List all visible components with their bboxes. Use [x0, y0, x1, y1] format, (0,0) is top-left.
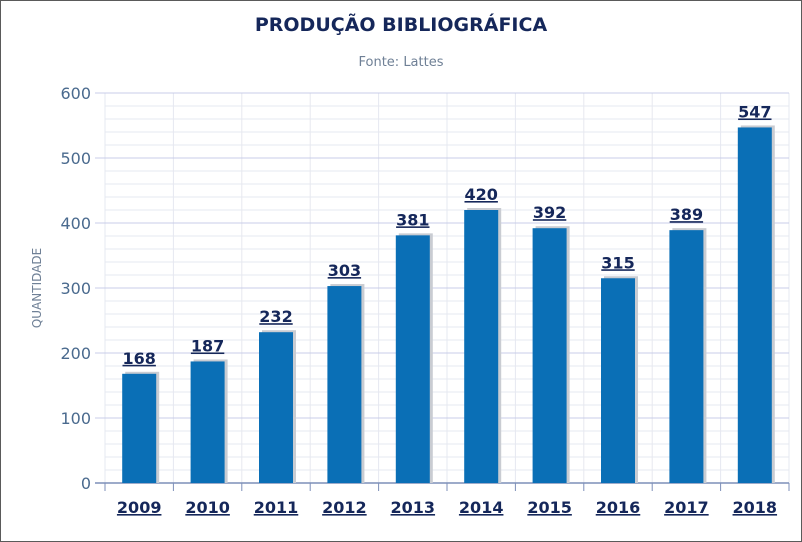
- x-tick-label: 2015: [527, 498, 572, 517]
- data-label: 303: [328, 261, 361, 280]
- bar-2015: [532, 228, 567, 483]
- bar-2011: [259, 332, 293, 483]
- data-label: 315: [601, 253, 634, 272]
- data-label: 420: [464, 185, 497, 204]
- y-tick-label: 100: [60, 409, 91, 428]
- bar-2018: [737, 127, 772, 483]
- y-tick-label: 200: [60, 344, 91, 363]
- bar-2013: [395, 235, 430, 483]
- bar-2017: [669, 230, 704, 483]
- chart-title: PRODUÇÃO BIBLIOGRÁFICA: [255, 12, 548, 36]
- data-label: 389: [670, 205, 703, 224]
- x-tick-label: 2016: [596, 498, 641, 517]
- x-tick-label: 2009: [117, 498, 162, 517]
- data-label: 187: [191, 336, 224, 355]
- x-tick-label: 2017: [664, 498, 709, 517]
- x-tick-label: 2011: [254, 498, 299, 517]
- data-label: 547: [738, 102, 771, 121]
- bar-2016: [601, 278, 635, 483]
- data-label: 232: [259, 307, 292, 326]
- y-tick-label: 300: [60, 279, 91, 298]
- x-tick-label: 2014: [459, 498, 504, 517]
- y-tick-label: 400: [60, 214, 91, 233]
- bar-2012: [327, 286, 362, 483]
- bar-2009: [122, 373, 157, 483]
- axes: 0 100 200 300 400 500 600 2009 2010 2011 2012 2013 2…: [60, 84, 790, 517]
- y-tick-label: 0: [81, 474, 91, 493]
- chart-subtitle: Fonte: Lattes: [359, 55, 444, 70]
- x-tick-label: 2018: [733, 498, 778, 517]
- y-tick-label: 500: [60, 149, 91, 168]
- x-tick-label: 2010: [185, 498, 230, 517]
- y-axis-label: QUANTIDADE: [30, 248, 44, 328]
- x-tick-label: 2013: [391, 498, 436, 517]
- bars: 168 187 232 303 381 420 392 315 389 547: [122, 102, 775, 483]
- bar-2010: [190, 361, 225, 483]
- bar-2014: [464, 210, 499, 483]
- data-label: 168: [122, 349, 155, 368]
- y-tick-label: 600: [60, 84, 91, 103]
- x-tick-label: 2012: [322, 498, 367, 517]
- data-label: 392: [533, 203, 566, 222]
- data-label: 381: [396, 210, 429, 229]
